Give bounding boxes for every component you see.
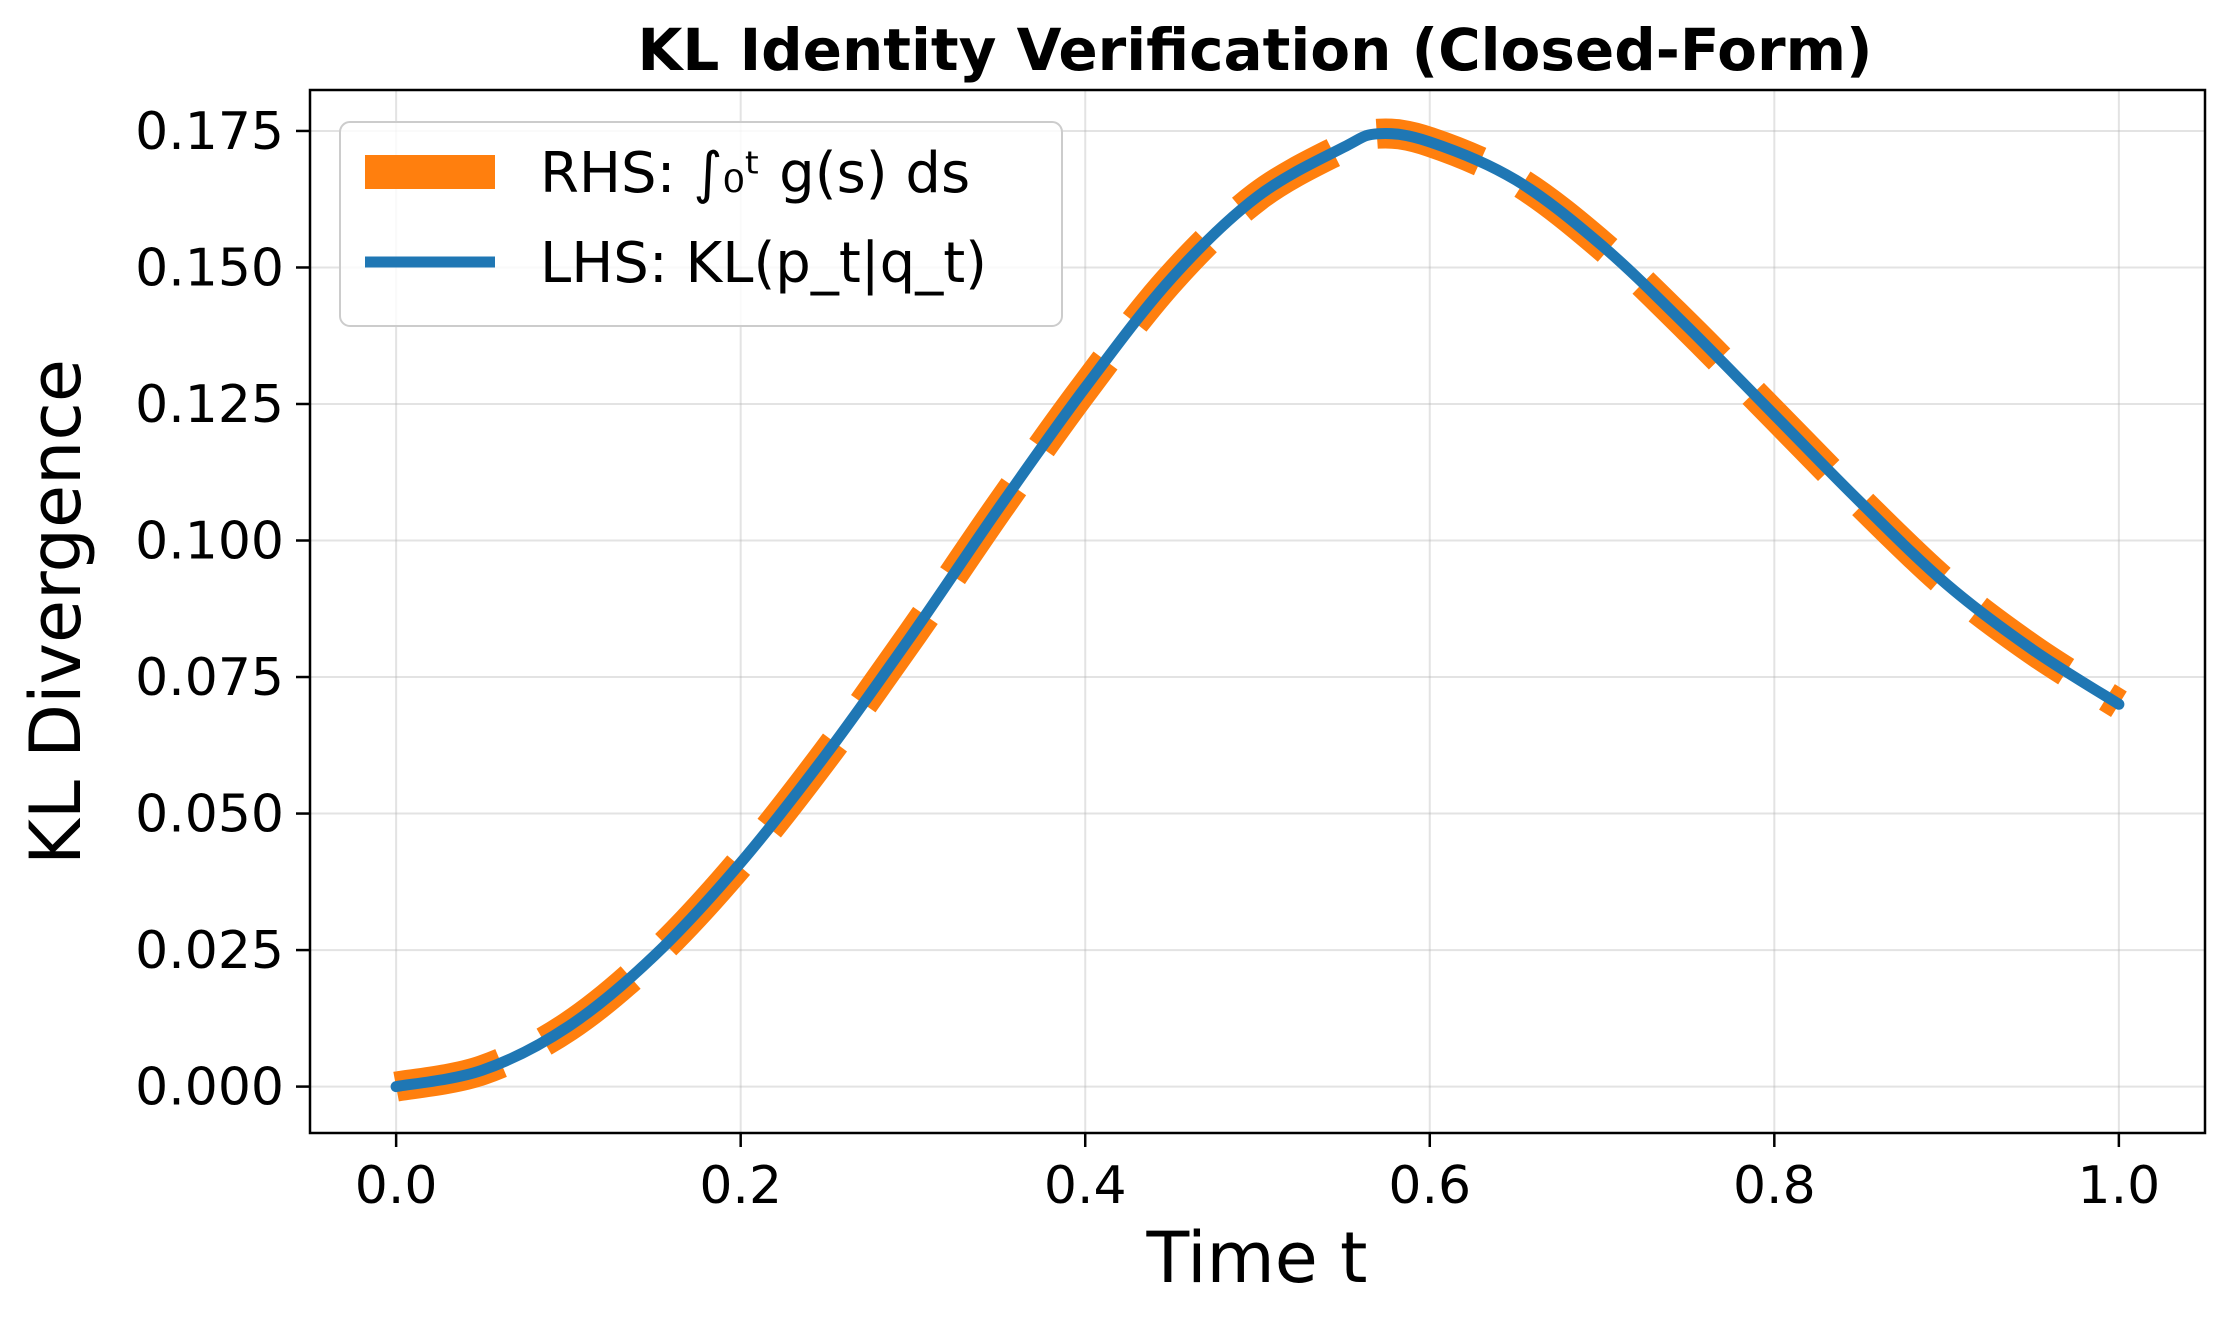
x-tick-label: 0.0 bbox=[355, 1156, 438, 1216]
x-axis-label: Time t bbox=[1145, 1217, 1367, 1299]
y-tick-label: 0.125 bbox=[135, 375, 284, 435]
x-tick-label: 0.8 bbox=[1733, 1156, 1816, 1216]
chart-title: KL Identity Verification (Closed-Form) bbox=[637, 16, 1872, 84]
x-tick-label: 1.0 bbox=[2078, 1156, 2161, 1216]
y-tick-label: 0.025 bbox=[135, 921, 284, 981]
x-tick-label: 0.4 bbox=[1044, 1156, 1127, 1216]
x-axis-ticks: 0.0 0.2 0.4 0.6 0.8 1.0 bbox=[355, 1133, 2160, 1216]
y-tick-label: 0.175 bbox=[135, 102, 284, 162]
legend-box bbox=[339, 121, 1063, 327]
series-layer bbox=[390, 118, 2127, 1102]
y-tick-label: 0.050 bbox=[135, 785, 284, 845]
y-axis-ticks: 0.000 0.025 0.050 0.075 0.100 0.125 0.150 0.175 bbox=[135, 102, 310, 1118]
series-line-lhs bbox=[390, 127, 2125, 1093]
legend-label-lhs: LHS: KL(p_t|q_t) bbox=[540, 231, 987, 296]
x-tick-label: 0.2 bbox=[699, 1156, 782, 1216]
y-tick-label: 0.150 bbox=[135, 238, 284, 298]
x-tick-label: 0.6 bbox=[1388, 1156, 1471, 1216]
grid-lines bbox=[310, 90, 2205, 1133]
legend: RHS: ∫₀ᵗ g(s) ds LHS: KL(p_t|q_t) bbox=[339, 121, 1063, 327]
plot-frame bbox=[308, 88, 2207, 1135]
y-axis-label: KL Divergence bbox=[15, 359, 97, 865]
legend-label-rhs: RHS: ∫₀ᵗ g(s) ds bbox=[540, 141, 970, 206]
y-tick-label: 0.000 bbox=[135, 1058, 284, 1118]
y-tick-label: 0.075 bbox=[135, 648, 284, 708]
y-tick-label: 0.100 bbox=[135, 512, 284, 572]
